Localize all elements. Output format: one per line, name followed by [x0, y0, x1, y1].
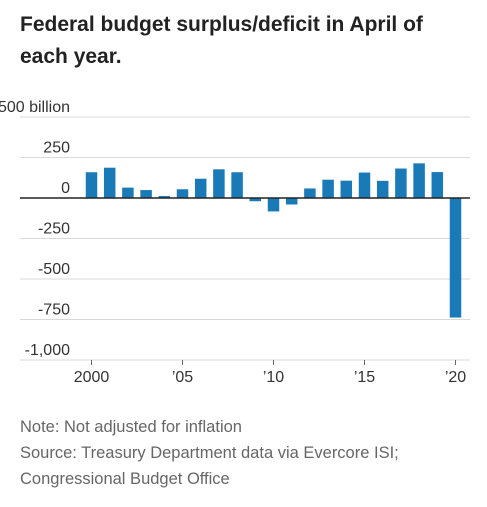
bar-2007: [213, 169, 225, 198]
y-tick-label: -500: [38, 261, 70, 278]
bar-chart: $500 billion 250 0 -250 -500 -750 -1,000 2000 ’…: [0, 99, 470, 386]
x-tick-label: ’20: [445, 369, 466, 386]
x-tick-label: ’05: [172, 369, 193, 386]
y-axis-labels: $500 billion 250 0 -250 -500 -750 -1,000: [0, 99, 70, 359]
bar-2016: [376, 180, 389, 198]
bar-2017: [395, 168, 407, 198]
y-tick-label: $500 billion: [0, 99, 70, 116]
bar-2001: [103, 167, 116, 198]
x-tick-label: ’10: [263, 369, 284, 386]
x-tick-label: 2000: [74, 369, 110, 386]
y-tick-label: -250: [38, 221, 70, 238]
bar-2010: [267, 198, 280, 212]
source-text: Source: Treasury Department data via Eve…: [20, 444, 399, 488]
chart-notes: Note: Not adjusted for inflation Source:…: [20, 414, 470, 492]
note-text: Note: Not adjusted for inflation: [20, 418, 242, 436]
bar-2011: [285, 198, 298, 205]
bar-2002: [122, 187, 134, 198]
chart-title: Federal budget surplus/deficit in April …: [20, 13, 423, 68]
y-tick-label: 250: [43, 140, 70, 157]
bar-2006: [194, 178, 207, 198]
bar-2020: [449, 198, 462, 318]
bar-2008: [231, 172, 243, 198]
bar-2015: [358, 172, 371, 198]
bar-2012: [304, 188, 316, 198]
x-axis: 2000 ’05 ’10 ’15 ’20: [74, 360, 466, 386]
bar-2019: [431, 172, 444, 198]
gridlines: [20, 116, 470, 361]
y-tick-label: 0: [61, 180, 70, 197]
bar-2004: [158, 196, 171, 198]
y-tick-label: -750: [38, 302, 70, 319]
bar-2013: [322, 179, 334, 198]
bar-2000: [85, 172, 98, 198]
bar-2009: [249, 198, 262, 202]
bar-2018: [413, 163, 425, 198]
bar-2005: [176, 189, 189, 198]
x-tick-label: ’15: [354, 369, 375, 386]
bar-2003: [140, 190, 152, 198]
bars: [85, 163, 462, 318]
bar-2014: [340, 180, 353, 198]
y-tick-label: -1,000: [25, 342, 70, 359]
